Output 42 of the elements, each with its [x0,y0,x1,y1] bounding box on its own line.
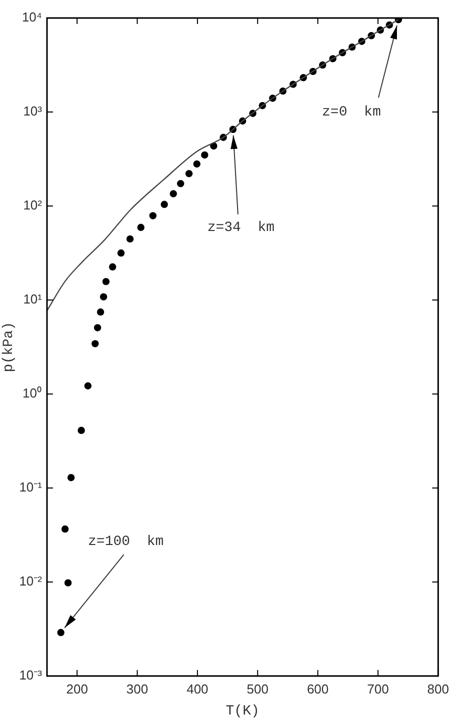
y-tick-label: 10⁻² [19,574,43,589]
y-tick-label: 10⁻³ [19,668,43,683]
point [185,170,193,178]
x-tick-label: 300 [126,681,148,696]
point [92,340,99,348]
x-tick-label: 400 [186,681,208,696]
x-tick-label: 500 [246,681,268,696]
point [64,579,72,586]
y-tick-label: 10⁻¹ [19,480,43,495]
point [102,278,110,286]
y-tick-label: 10⁴ [22,10,42,25]
point [117,249,125,257]
x-tick-label: 200 [66,681,88,696]
x-tick-label: 600 [306,681,329,696]
y-tick-label: 10³ [23,104,43,119]
point [84,382,92,390]
x-tick-label: 800 [427,681,450,696]
x-axis-title: T(K) [226,703,260,719]
annotation: z=34 km [207,220,275,236]
point [201,151,208,159]
point [137,224,144,231]
point [67,474,75,482]
x-tick-label: 700 [367,681,389,696]
point [61,525,69,533]
point [160,200,168,208]
point [126,235,134,243]
y-axis-title: p(kPa) [1,322,18,372]
y-tick-label: 10² [23,198,43,213]
annotation: z=100 km [88,534,164,550]
point [78,426,85,434]
y-tick-label: 10¹ [23,292,43,307]
y-tick-label: 10⁰ [22,386,42,401]
point [149,212,157,220]
point [100,293,108,300]
point [108,263,116,270]
point [176,180,184,188]
annotation: z=0 km [322,104,381,120]
point [57,628,64,636]
point [170,190,177,198]
point [94,324,102,332]
point [193,160,200,168]
point [96,308,104,316]
